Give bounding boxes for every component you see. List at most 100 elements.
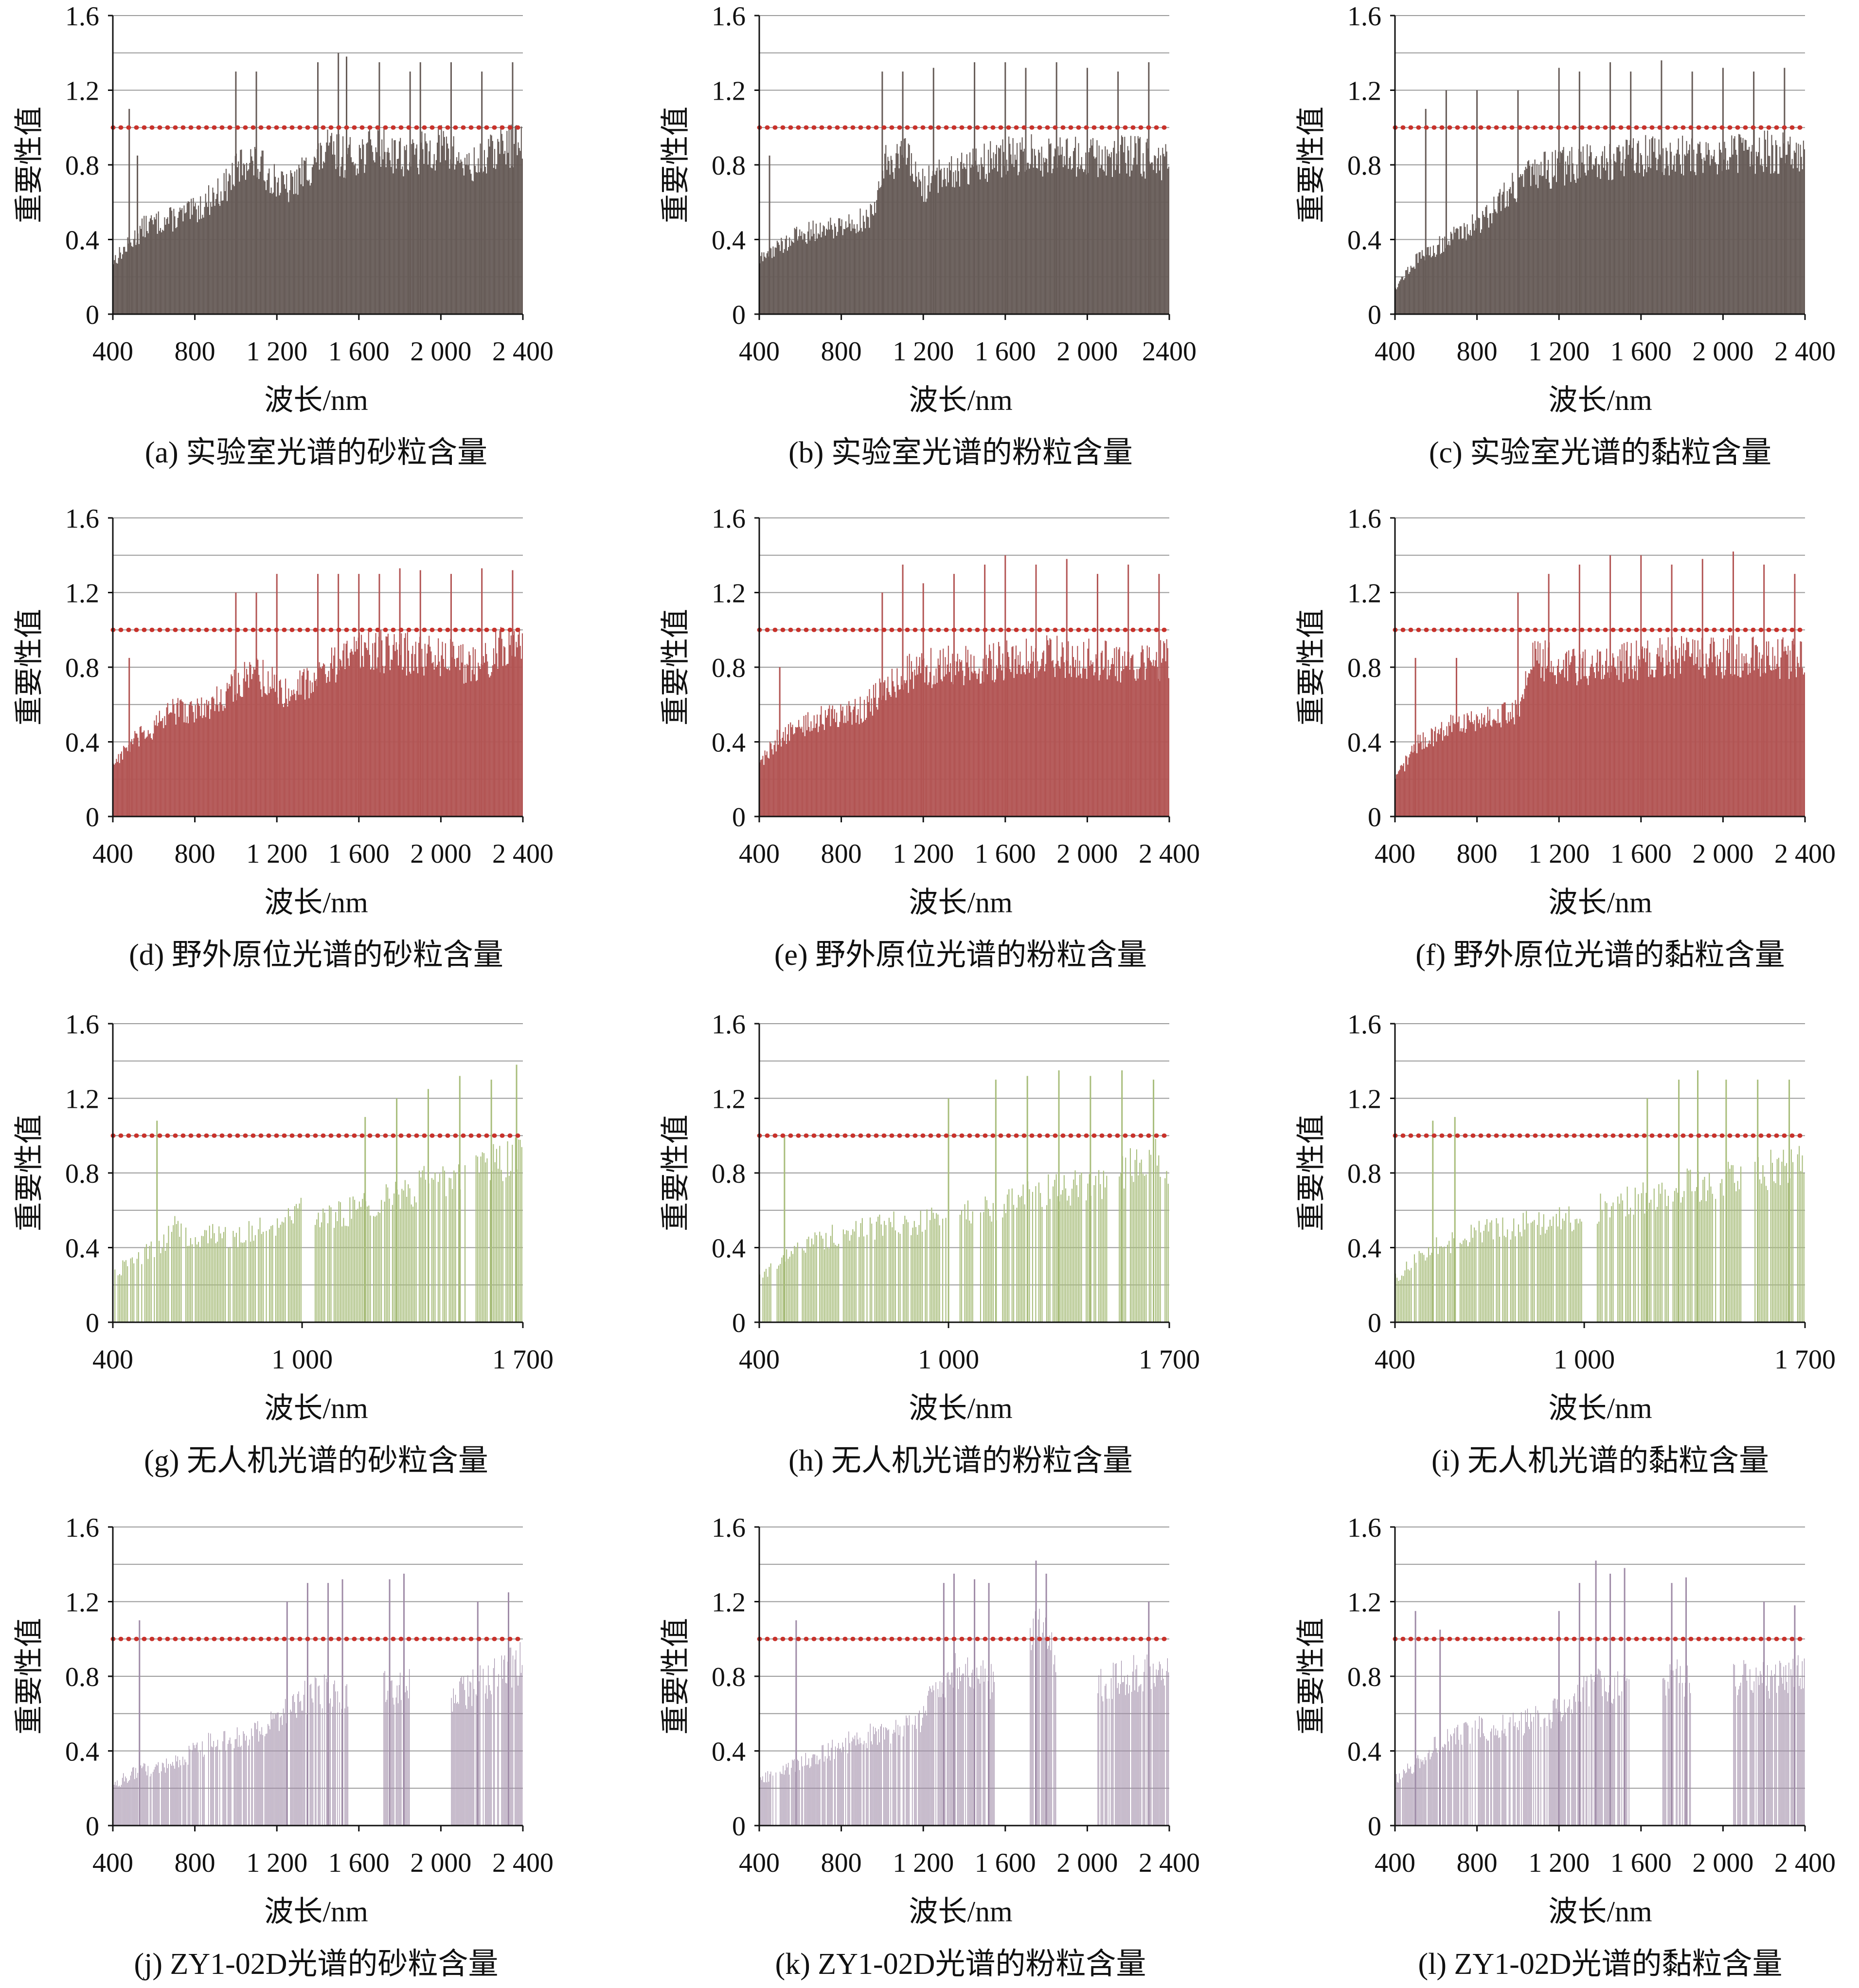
bar [1641, 1193, 1642, 1322]
bar [1690, 1170, 1691, 1322]
bar [796, 727, 797, 816]
bar [835, 1746, 836, 1826]
bar [292, 695, 293, 816]
bar [335, 169, 337, 314]
bar [278, 178, 279, 314]
bar [986, 1200, 987, 1322]
bar [1168, 166, 1169, 314]
bar [488, 674, 489, 816]
bar [505, 1683, 506, 1826]
bar [1006, 640, 1008, 816]
bar [1082, 169, 1083, 314]
bar [1494, 720, 1496, 816]
bar [1095, 1175, 1096, 1322]
bar [1768, 641, 1770, 816]
bar [1701, 159, 1703, 314]
bar [181, 208, 183, 314]
bar [418, 642, 420, 816]
bar [1778, 174, 1780, 314]
bar [306, 1714, 307, 1826]
bar [1589, 156, 1590, 314]
bar [1493, 196, 1495, 314]
bar [1606, 158, 1608, 314]
bar [250, 149, 251, 314]
bar [928, 682, 930, 816]
bar [1569, 151, 1571, 314]
bar [1442, 1746, 1443, 1826]
bar [1538, 165, 1540, 314]
bar [979, 164, 980, 314]
bar [210, 202, 212, 314]
bar [1603, 167, 1604, 314]
bar [841, 710, 842, 816]
bar [311, 167, 313, 314]
bar [207, 207, 208, 314]
y-tick-label: 0 [86, 802, 99, 833]
bar [411, 654, 412, 816]
bar [474, 649, 476, 816]
bar [894, 168, 896, 314]
bar [828, 709, 829, 816]
bar [329, 1703, 330, 1826]
y-tick-label: 0.8 [1347, 151, 1381, 181]
bar [1467, 715, 1469, 816]
bar [1598, 1222, 1600, 1322]
bar [1695, 663, 1697, 816]
bar [136, 1777, 137, 1826]
bar [1619, 151, 1621, 314]
bar [1032, 1191, 1033, 1322]
bar [361, 159, 362, 314]
bar [216, 686, 217, 816]
bar [1774, 1674, 1775, 1826]
bar [1095, 654, 1097, 816]
bar [1138, 138, 1140, 314]
x-tick-label: 800 [1457, 839, 1498, 869]
bar [138, 746, 140, 816]
bar [1486, 1739, 1487, 1826]
bar [145, 215, 147, 314]
bar [1803, 674, 1804, 816]
bar [1780, 657, 1782, 816]
bar [970, 167, 972, 314]
bar [789, 237, 790, 314]
bar [228, 689, 229, 816]
bar [1449, 245, 1450, 314]
bar [177, 217, 179, 314]
bar [852, 1229, 854, 1322]
bar [496, 653, 498, 816]
bar [428, 164, 429, 314]
bar [224, 708, 226, 816]
bar [1600, 1193, 1601, 1322]
bar [1694, 172, 1696, 314]
bar [812, 220, 814, 314]
y-tick-label: 1.6 [1347, 1010, 1381, 1040]
bar [354, 1200, 356, 1322]
bar [1679, 647, 1680, 816]
bar [854, 229, 856, 314]
bar [1020, 674, 1022, 816]
bar [909, 145, 910, 314]
bar [377, 1212, 379, 1322]
bar [1566, 174, 1568, 314]
bar [1711, 638, 1712, 816]
bar [965, 1219, 967, 1322]
bar [1168, 1672, 1169, 1826]
bar [394, 140, 396, 314]
bar [1156, 173, 1157, 314]
bar [246, 1736, 247, 1826]
bar [830, 1236, 831, 1322]
bar [823, 1249, 825, 1322]
bar [299, 670, 301, 816]
bar [883, 1727, 884, 1826]
bar [402, 670, 403, 816]
bar [440, 676, 441, 816]
bar [146, 736, 148, 816]
bar [1621, 162, 1623, 314]
bar [1406, 1772, 1407, 1826]
bar [1094, 158, 1096, 314]
x-tick-label: 2 400 [1139, 839, 1200, 869]
bar [256, 1729, 257, 1826]
bar [931, 176, 933, 314]
bar [421, 649, 423, 816]
bar [1659, 154, 1661, 314]
